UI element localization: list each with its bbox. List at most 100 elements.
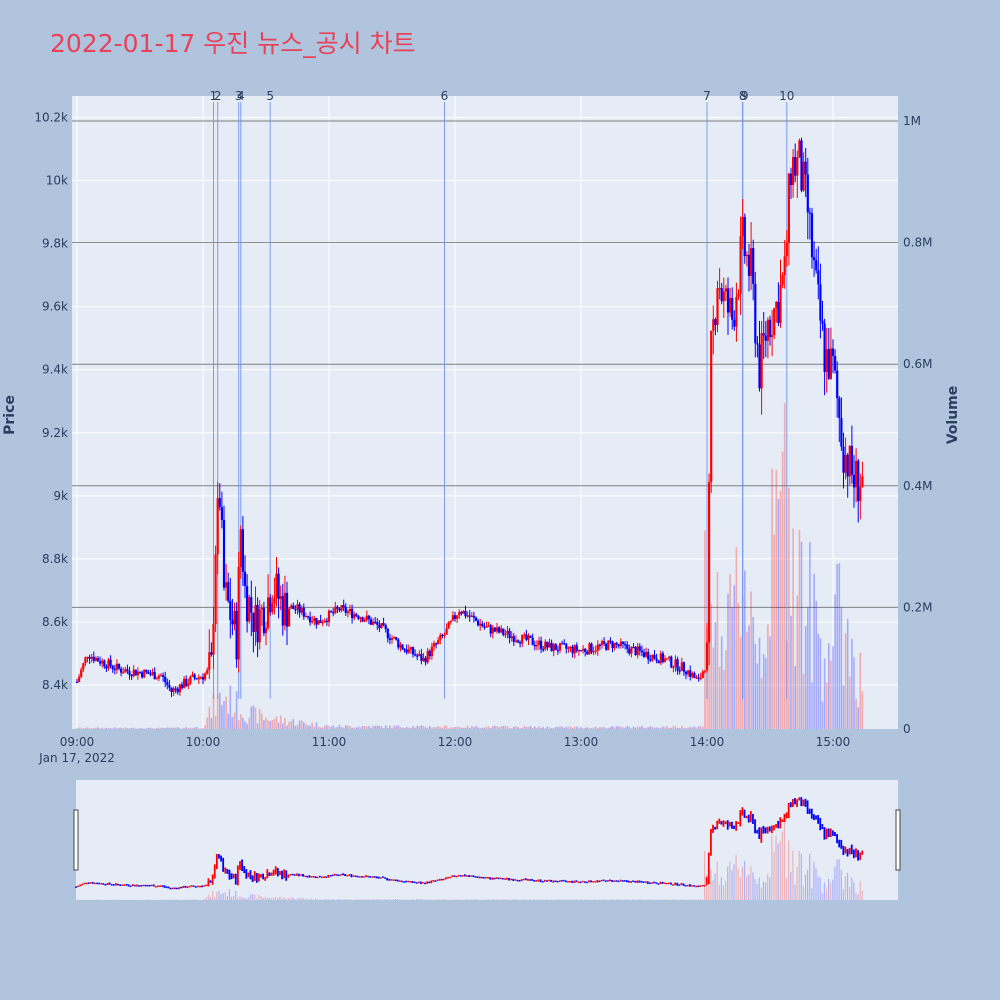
volume-bar	[466, 725, 469, 729]
range-slider-handle-right[interactable]	[895, 809, 901, 871]
slider-candle	[403, 881, 405, 883]
candle-body	[260, 607, 263, 610]
candle-body	[409, 647, 412, 650]
slider-candle	[503, 878, 506, 880]
slider-candle	[81, 883, 84, 886]
volume-bar	[592, 727, 595, 729]
slider-volume-bar	[716, 861, 718, 900]
volume-bar	[807, 607, 809, 729]
candle-body	[510, 636, 513, 639]
candle-body	[472, 615, 475, 618]
slider-candle	[825, 828, 828, 840]
candle-body	[105, 666, 108, 669]
candle-body	[323, 620, 326, 623]
volume-bar	[611, 726, 614, 729]
slider-volume-bar	[260, 896, 262, 900]
candle-body	[548, 642, 551, 648]
slider-volume-bar	[783, 819, 786, 900]
candle-body	[376, 622, 379, 625]
candle-body	[733, 319, 736, 327]
candle-body	[731, 297, 734, 320]
slider-candle	[434, 880, 437, 882]
slider-candle	[255, 872, 258, 883]
volume-bar	[292, 718, 295, 729]
candle-body	[315, 617, 318, 625]
volume-bar	[445, 725, 448, 729]
volume-bar	[716, 572, 719, 729]
slider-volume-bar	[428, 899, 430, 900]
volume-bar	[315, 722, 318, 729]
candle-body	[592, 651, 595, 653]
candle-body	[605, 643, 608, 650]
volume-bar	[702, 726, 704, 729]
candle-body	[636, 646, 639, 656]
candle-body	[703, 670, 706, 672]
slider-volume-bar	[809, 853, 811, 900]
slider-candle	[117, 883, 119, 886]
candle-body	[850, 445, 853, 475]
slider-candle	[417, 881, 420, 884]
range-slider-handle-left[interactable]	[73, 809, 79, 871]
candle-body	[334, 606, 337, 614]
volume-bar	[578, 727, 580, 729]
volume-bar	[84, 727, 87, 729]
volume-bar	[815, 600, 817, 729]
volume-bar	[471, 725, 473, 729]
candle-body	[304, 616, 307, 618]
slider-candle	[821, 824, 824, 830]
slider-candle	[171, 887, 174, 890]
slider-candle	[413, 881, 416, 884]
candle-body	[701, 671, 704, 678]
candle-body	[512, 636, 515, 642]
volume-bar	[853, 657, 855, 729]
slider-volume-bar	[800, 853, 802, 900]
slider-candle	[787, 802, 790, 819]
volume-bar	[370, 727, 372, 729]
range-slider-bg[interactable]	[76, 780, 898, 900]
volume-bar	[189, 727, 192, 729]
price-tick-label: 8.6k	[42, 615, 68, 629]
volume-bar	[769, 636, 771, 729]
price-tick-label: 9.4k	[42, 363, 68, 377]
slider-candle	[459, 875, 462, 877]
slider-volume-bar	[798, 850, 800, 900]
candle-body	[309, 616, 312, 623]
slider-candle	[836, 834, 838, 844]
slider-candle	[249, 870, 252, 880]
volume-bar	[429, 726, 431, 729]
slider-candle	[569, 881, 571, 883]
candle-body	[176, 688, 179, 693]
slider-volume-bar	[495, 899, 498, 900]
slider-volume-bar	[750, 866, 752, 900]
volume-bar	[529, 726, 532, 729]
slider-candle	[289, 874, 292, 876]
candle-body	[481, 623, 484, 627]
slider-volume-bar	[251, 894, 254, 900]
slider-candle	[148, 884, 151, 887]
volume-bar	[309, 725, 311, 729]
slider-candle	[121, 884, 124, 886]
slider-candle	[728, 821, 731, 827]
slider-candle	[346, 874, 349, 877]
slider-candle	[154, 886, 157, 888]
candle-body	[657, 660, 660, 664]
candle-body	[151, 671, 154, 675]
volume-bar	[288, 721, 290, 729]
slider-candle	[228, 869, 231, 880]
candle-body	[470, 615, 473, 617]
slider-volume-bar	[762, 881, 765, 900]
candle-body	[554, 644, 557, 650]
range-slider-preview	[75, 797, 864, 900]
candle-body	[756, 343, 759, 345]
volume-bar	[447, 728, 450, 729]
volume-bar	[252, 705, 255, 729]
candle-body	[225, 582, 228, 588]
chart-title: 2022-01-17 우진 뉴스_공시 차트	[50, 29, 416, 58]
slider-candle	[617, 880, 620, 883]
slider-candle	[194, 886, 197, 888]
candle-body	[128, 670, 131, 675]
volume-bar	[410, 727, 412, 729]
candle-body	[298, 604, 301, 613]
volume-bar	[149, 727, 152, 729]
